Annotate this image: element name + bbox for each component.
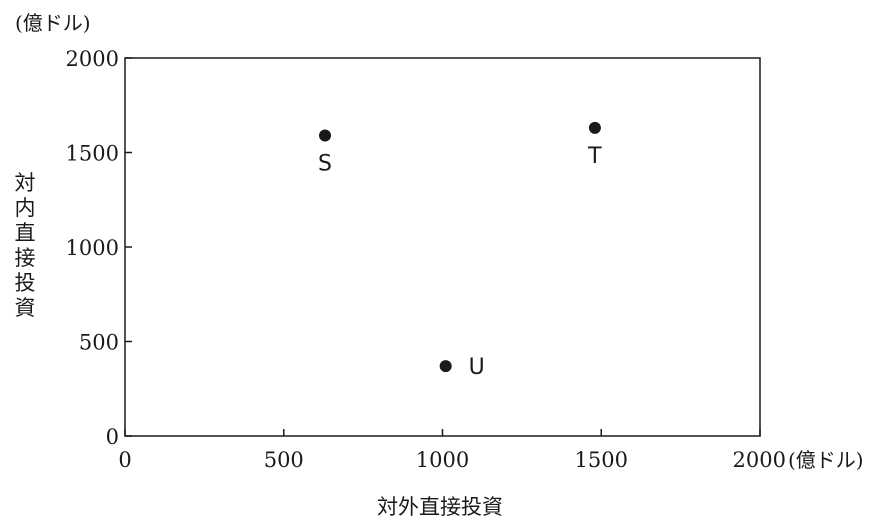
- y-tick-label: 2000: [66, 47, 119, 71]
- data-point-s: [319, 129, 332, 142]
- data-point-label-u: U: [469, 355, 485, 380]
- x-unit-label: (億ドル): [788, 448, 864, 472]
- y-tick-label: 1500: [66, 142, 119, 166]
- y-axis-label-char: 接: [15, 246, 36, 270]
- data-points: S T U: [318, 121, 602, 380]
- x-tick-label: 2000: [733, 448, 786, 472]
- y-unit-label: (億ドル): [15, 11, 91, 35]
- y-axis-label-char: 内: [15, 196, 36, 220]
- y-tick-label: 0: [106, 425, 119, 449]
- data-point-t: [588, 121, 601, 134]
- x-tick-label: 500: [264, 448, 304, 472]
- x-tick-label: 1000: [416, 448, 469, 472]
- data-point-label-t: T: [587, 144, 602, 169]
- y-axis-label-char: 直: [15, 221, 36, 245]
- y-axis-ticks: 0 500 1000 1500 2000: [66, 47, 132, 449]
- y-axis-label-char: 投: [15, 271, 36, 295]
- y-axis-label-char: 資: [15, 296, 36, 320]
- x-axis-label: 対外直接投資: [377, 495, 503, 519]
- data-point-u: [439, 360, 452, 373]
- x-tick-label: 0: [118, 448, 131, 472]
- plot-area-frame: [124, 57, 761, 437]
- x-axis-ticks: 0 500 1000 1500 2000: [118, 429, 786, 472]
- x-tick-label: 1500: [575, 448, 628, 472]
- y-tick-label: 500: [79, 331, 119, 355]
- y-tick-label: 1000: [66, 236, 119, 260]
- data-point-label-s: S: [318, 151, 332, 176]
- y-axis-label-char: 対: [15, 171, 36, 195]
